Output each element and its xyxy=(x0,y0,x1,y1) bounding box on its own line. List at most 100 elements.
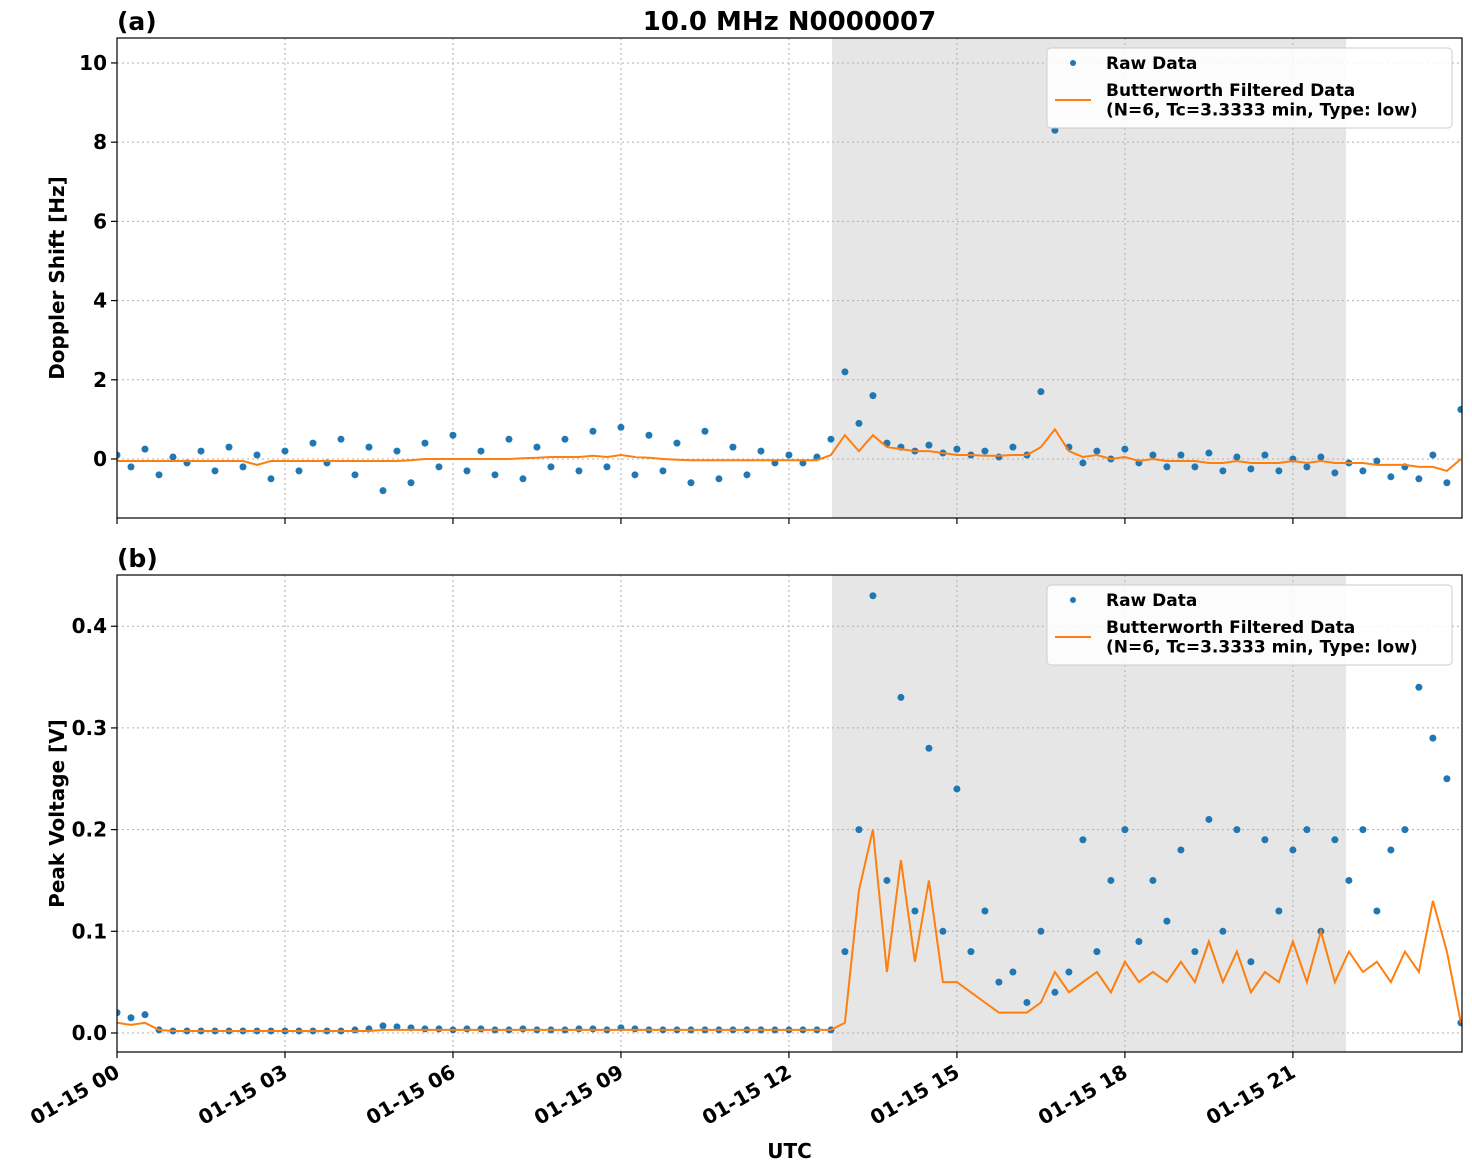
raw-point xyxy=(1443,775,1451,783)
y-tick-label: 8 xyxy=(93,130,107,154)
raw-point xyxy=(1093,948,1101,956)
raw-point xyxy=(519,475,527,483)
raw-point xyxy=(393,1023,401,1031)
raw-point xyxy=(1429,451,1437,459)
raw-point xyxy=(841,368,849,376)
raw-point xyxy=(1093,447,1101,455)
legend-label: Raw Data xyxy=(1106,591,1197,611)
raw-point xyxy=(267,475,275,483)
x-tick-label: 01-15 18 xyxy=(1034,1060,1132,1130)
raw-point xyxy=(1121,445,1129,453)
raw-point xyxy=(1247,958,1255,966)
raw-point xyxy=(575,467,583,475)
panel-label: (a) xyxy=(117,7,157,36)
raw-point xyxy=(981,907,989,915)
raw-point xyxy=(589,427,597,435)
raw-point xyxy=(995,978,1003,986)
raw-point xyxy=(1233,826,1241,834)
raw-point xyxy=(127,463,135,471)
x-axis-label: UTC xyxy=(767,1139,812,1163)
raw-point xyxy=(799,459,807,467)
x-tick-label: 01-15 12 xyxy=(698,1060,796,1130)
raw-point xyxy=(617,423,625,431)
raw-point xyxy=(1359,826,1367,834)
raw-point xyxy=(1009,443,1017,451)
raw-point xyxy=(407,479,415,487)
raw-point xyxy=(393,447,401,455)
raw-point xyxy=(1345,876,1353,884)
raw-point xyxy=(659,467,667,475)
y-tick-label: 0.3 xyxy=(72,716,107,740)
raw-point xyxy=(1443,479,1451,487)
raw-point xyxy=(1079,459,1087,467)
raw-point xyxy=(981,447,989,455)
raw-point xyxy=(1051,126,1059,134)
raw-point xyxy=(1051,988,1059,996)
raw-point xyxy=(365,443,373,451)
raw-point xyxy=(827,435,835,443)
raw-point xyxy=(295,467,303,475)
raw-point xyxy=(1121,826,1129,834)
x-tick-label: 01-15 06 xyxy=(362,1060,460,1130)
raw-point xyxy=(211,467,219,475)
raw-point xyxy=(631,471,639,479)
raw-point xyxy=(701,427,709,435)
panel-label: (b) xyxy=(117,544,158,573)
raw-point xyxy=(1303,826,1311,834)
x-tick-label: 01-15 21 xyxy=(1202,1060,1300,1130)
x-tick-label: 01-15 03 xyxy=(194,1060,292,1130)
raw-point xyxy=(1331,469,1339,477)
raw-point xyxy=(967,948,975,956)
raw-point xyxy=(1331,836,1339,844)
raw-point xyxy=(253,451,261,459)
raw-point xyxy=(491,471,499,479)
raw-point xyxy=(925,744,933,752)
raw-point xyxy=(1261,451,1269,459)
raw-point xyxy=(1415,683,1423,691)
raw-point xyxy=(117,1009,121,1017)
raw-point xyxy=(141,445,149,453)
panel: 0 2 4 6 8 10 (a) 10.0 MHz N0000007 Doppler Shift… xyxy=(45,7,1463,524)
raw-point xyxy=(435,463,443,471)
chart-title: 10.0 MHz N0000007 xyxy=(643,7,936,37)
raw-point xyxy=(855,419,863,427)
y-tick-label: 10 xyxy=(79,51,107,75)
raw-point xyxy=(1065,968,1073,976)
raw-point xyxy=(1317,453,1325,461)
raw-point xyxy=(1037,388,1045,396)
raw-point xyxy=(645,431,653,439)
filtered-line xyxy=(117,829,1462,1032)
raw-point xyxy=(477,447,485,455)
raw-point xyxy=(421,439,429,447)
raw-point xyxy=(463,467,471,475)
raw-point xyxy=(379,1022,387,1030)
raw-point xyxy=(1163,917,1171,925)
raw-point xyxy=(953,785,961,793)
x-tick-label: 01-15 09 xyxy=(530,1060,628,1130)
y-tick-label: 0 xyxy=(93,447,107,471)
raw-point xyxy=(757,447,765,455)
raw-point xyxy=(673,439,681,447)
raw-point xyxy=(239,463,247,471)
raw-point xyxy=(169,453,177,461)
raw-point xyxy=(1233,453,1241,461)
raw-point xyxy=(897,693,905,701)
y-tick-label: 6 xyxy=(93,209,107,233)
raw-point xyxy=(505,435,513,443)
raw-point xyxy=(281,447,289,455)
legend-label: Butterworth Filtered Data (N=6, Tc=3.3333… xyxy=(1106,81,1418,121)
raw-point xyxy=(337,435,345,443)
raw-point xyxy=(771,459,779,467)
raw-point xyxy=(1373,457,1381,465)
raw-point xyxy=(1191,463,1199,471)
legend-marker xyxy=(1070,60,1076,66)
raw-point xyxy=(197,447,205,455)
raw-point xyxy=(1247,465,1255,473)
raw-point xyxy=(687,479,695,487)
plot-area xyxy=(117,592,1462,1035)
raw-point xyxy=(1219,927,1227,935)
raw-point xyxy=(1457,405,1462,413)
raw-point xyxy=(743,471,751,479)
raw-point xyxy=(1275,467,1283,475)
